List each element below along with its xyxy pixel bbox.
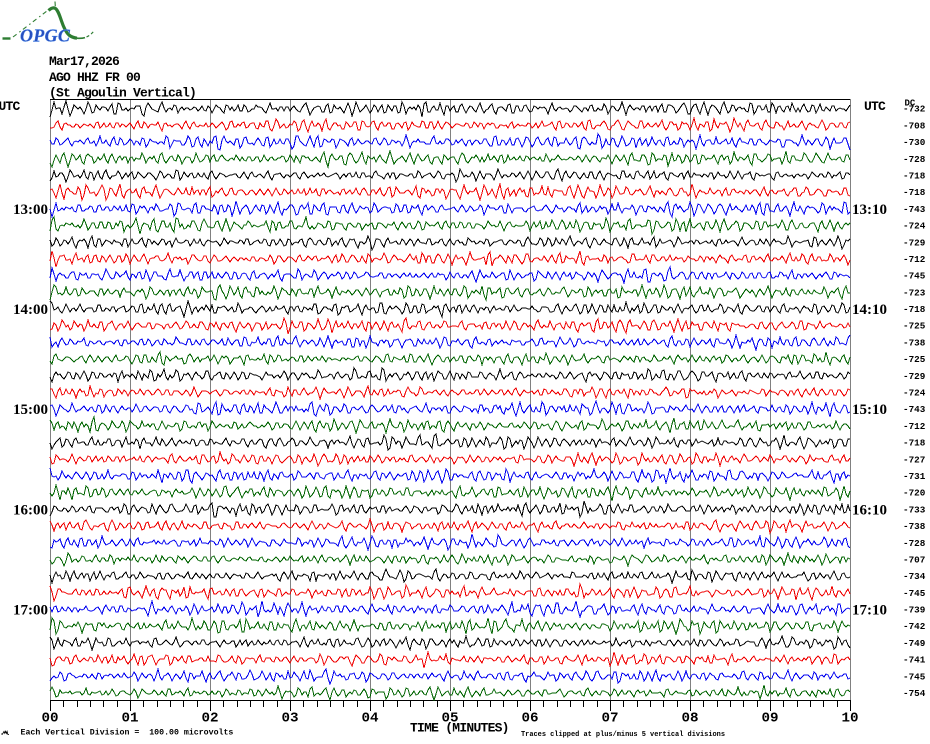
svg-text:-741: -741 [903,655,926,666]
svg-text:07: 07 [601,711,618,727]
svg-text:13:00: 13:00 [13,202,48,218]
svg-text:-754: -754 [903,688,926,699]
svg-text:-749: -749 [903,638,926,649]
svg-text:05: 05 [441,711,458,727]
svg-text:14:00: 14:00 [13,302,48,318]
svg-text:-743: -743 [903,404,926,415]
svg-text:16:00: 16:00 [13,502,48,518]
svg-text:Each Vertical Division = 100.: Each Vertical Division = 100.00 microvol… [21,728,234,738]
svg-text:-734: -734 [903,571,926,582]
svg-text:10: 10 [841,711,858,727]
svg-text:-729: -729 [903,237,926,248]
svg-text:OPGC: OPGC [20,26,71,46]
svg-text:09: 09 [761,711,778,727]
svg-text:00: 00 [41,711,58,727]
svg-text:-727: -727 [903,454,925,465]
svg-text:-730: -730 [903,137,926,148]
svg-text:08: 08 [681,711,698,727]
svg-text:AGO HHZ FR 00: AGO HHZ FR 00 [49,70,141,85]
svg-text:DC: DC [905,99,916,109]
svg-text:-732: -732 [903,104,926,115]
svg-text:UTC: UTC [864,99,886,114]
svg-text:-712: -712 [903,421,926,432]
svg-text:-724: -724 [903,388,926,399]
svg-text:-731: -731 [903,471,926,482]
svg-text:01: 01 [121,711,138,727]
svg-text:-738: -738 [903,521,926,532]
svg-text:-707: -707 [903,554,925,565]
svg-text:-728: -728 [903,154,926,165]
svg-text:-745: -745 [903,588,926,599]
svg-text:04: 04 [361,711,379,727]
svg-text:-725: -725 [903,354,926,365]
svg-text:-718: -718 [903,438,926,449]
svg-text:15:10: 15:10 [852,402,887,418]
svg-text:14:10: 14:10 [852,302,887,318]
svg-text:Mar17,2026: Mar17,2026 [49,54,120,69]
svg-text:03: 03 [281,711,298,727]
svg-text:-742: -742 [903,621,926,632]
svg-text:-738: -738 [903,337,926,348]
svg-text:-718: -718 [903,170,926,181]
svg-text:-723: -723 [903,287,926,298]
svg-text:-708: -708 [903,120,926,131]
svg-text:-718: -718 [903,187,926,198]
svg-text:-743: -743 [903,204,926,215]
svg-text:-724: -724 [903,221,926,232]
svg-text:15:00: 15:00 [13,402,48,418]
svg-text:-718: -718 [903,304,926,315]
svg-text:-745: -745 [903,271,926,282]
svg-text:(St Agoulin Vertical): (St Agoulin Vertical) [49,85,196,100]
svg-text:UTC: UTC [0,99,21,114]
svg-text:-725: -725 [903,321,926,332]
svg-text:-728: -728 [903,538,926,549]
svg-text:TIME (MINUTES): TIME (MINUTES) [410,721,509,736]
svg-text:17:10: 17:10 [852,603,887,619]
svg-text:16:10: 16:10 [852,502,887,518]
svg-text:-729: -729 [903,371,926,382]
svg-text:13:10: 13:10 [852,202,887,218]
svg-text:-733: -733 [903,504,926,515]
svg-text:17:00: 17:00 [13,603,48,619]
svg-text:-739: -739 [903,605,926,616]
svg-text:-745: -745 [903,671,926,682]
svg-text:06: 06 [521,711,538,727]
svg-text:-712: -712 [903,254,926,265]
svg-text:-720: -720 [903,488,926,499]
svg-text:Traces clipped at plus/minus 5: Traces clipped at plus/minus 5 vertical … [521,731,725,739]
svg-text:02: 02 [201,711,218,727]
